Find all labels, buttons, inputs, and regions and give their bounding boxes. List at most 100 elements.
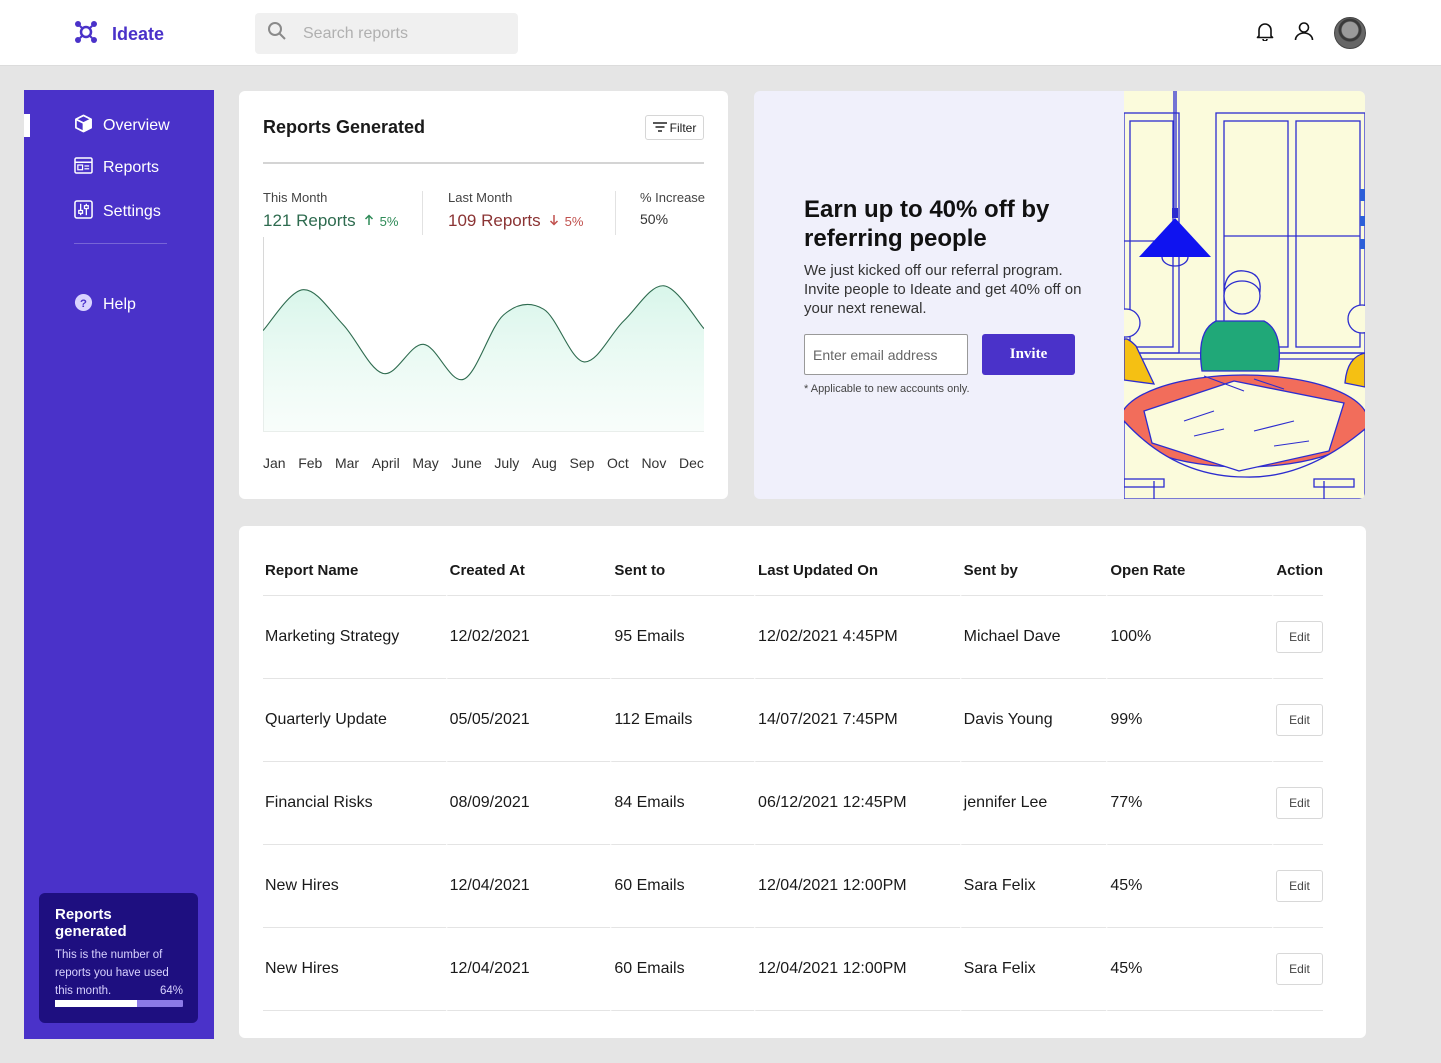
sidebar-item-help[interactable]: ? Help bbox=[74, 293, 136, 317]
edit-button[interactable]: Edit bbox=[1276, 953, 1323, 985]
stat-this-month: This Month 121 Reports 5% bbox=[263, 190, 398, 231]
search-icon bbox=[267, 21, 287, 46]
user-icon[interactable] bbox=[1294, 21, 1314, 46]
card-title: Reports Generated bbox=[263, 117, 426, 137]
cell-sent-by: Davis Young bbox=[959, 679, 1107, 762]
cube-icon bbox=[74, 114, 93, 138]
table-row[interactable]: Financial Risks 08/09/2021 84 Emails 06/… bbox=[263, 762, 1323, 845]
cell-open-rate: 45% bbox=[1106, 845, 1272, 928]
sidebar-item-reports[interactable]: Reports bbox=[74, 157, 159, 179]
cell-sent-to: 84 Emails bbox=[610, 762, 755, 845]
cell-last-updated: 12/04/2021 12:00PM bbox=[754, 845, 960, 928]
chart-series-line bbox=[262, 285, 705, 380]
stat-separator bbox=[422, 191, 423, 235]
filter-button[interactable]: Filter bbox=[645, 115, 704, 140]
column-header[interactable]: Report Name bbox=[263, 546, 446, 596]
cell-report-name: New Hires bbox=[263, 928, 446, 1011]
avatar[interactable] bbox=[1334, 17, 1366, 49]
table-row[interactable]: Marketing Strategy 12/02/2021 95 Emails … bbox=[263, 596, 1323, 679]
cell-sent-to: 60 Emails bbox=[610, 845, 755, 928]
column-header[interactable]: Sent by bbox=[959, 546, 1107, 596]
search-bar bbox=[255, 13, 518, 54]
column-header[interactable]: Open Rate bbox=[1106, 546, 1272, 596]
sidebar: Overview Reports Settings ? Help Reports… bbox=[24, 90, 214, 1039]
cell-created-at: 08/09/2021 bbox=[445, 762, 611, 845]
usage-description: This is the number of reports you have u… bbox=[55, 949, 169, 997]
cell-open-rate: 45% bbox=[1106, 928, 1272, 1011]
area-chart bbox=[262, 237, 705, 432]
promo-title: Earn up to 40% off by referring people bbox=[804, 196, 1050, 252]
table-row[interactable]: Quarterly Update 05/05/2021 112 Emails 1… bbox=[263, 679, 1323, 762]
usage-progress-fill bbox=[55, 1000, 137, 1007]
usage-progress-bar bbox=[55, 1000, 183, 1007]
title-divider bbox=[263, 162, 704, 164]
stat-value: 109 Reports bbox=[448, 211, 541, 230]
active-indicator bbox=[24, 114, 30, 137]
cell-created-at: 12/04/2021 bbox=[445, 845, 611, 928]
x-tick-label: April bbox=[371, 455, 400, 471]
x-tick-label: June bbox=[451, 455, 482, 471]
sliders-icon bbox=[74, 200, 93, 224]
stat-label: % Increase bbox=[640, 190, 706, 205]
chart-area-fill bbox=[263, 285, 704, 432]
edit-button[interactable]: Edit bbox=[1276, 870, 1323, 902]
edit-button[interactable]: Edit bbox=[1276, 621, 1323, 653]
search-input[interactable] bbox=[303, 24, 503, 43]
x-tick-label: Oct bbox=[607, 455, 629, 471]
x-tick-label: July bbox=[494, 455, 520, 471]
cell-action: Edit bbox=[1271, 679, 1323, 762]
edit-button[interactable]: Edit bbox=[1276, 704, 1323, 736]
email-field[interactable] bbox=[804, 334, 968, 375]
column-header[interactable]: Last Updated On bbox=[754, 546, 960, 596]
bell-icon[interactable] bbox=[1256, 21, 1274, 46]
svg-text:?: ? bbox=[80, 298, 87, 310]
cell-report-name: Marketing Strategy bbox=[263, 596, 446, 679]
app-logo[interactable]: Ideate bbox=[74, 20, 164, 49]
cell-last-updated: 06/12/2021 12:45PM bbox=[754, 762, 960, 845]
arrow-up-icon bbox=[364, 214, 374, 229]
sidebar-item-settings[interactable]: Settings bbox=[74, 200, 161, 224]
usage-title: Reports generated bbox=[55, 906, 127, 940]
cell-action: Edit bbox=[1271, 928, 1323, 1011]
sidebar-item-label: Settings bbox=[103, 203, 161, 220]
stat-change-value: 5% bbox=[379, 214, 399, 229]
sidebar-item-label: Reports bbox=[103, 159, 160, 176]
stat-label: This Month bbox=[263, 190, 328, 205]
x-tick-label: Feb bbox=[298, 455, 323, 471]
meeting-illustration bbox=[1124, 91, 1365, 499]
stat-change-value: 5% bbox=[564, 214, 584, 229]
top-bar: Ideate bbox=[0, 0, 1441, 66]
cell-action: Edit bbox=[1271, 762, 1323, 845]
sidebar-item-overview[interactable]: Overview bbox=[74, 114, 170, 138]
stat-value: 121 Reports bbox=[263, 211, 356, 230]
cell-created-at: 12/04/2021 bbox=[445, 928, 611, 1011]
header-actions bbox=[1256, 17, 1366, 49]
cell-sent-to: 95 Emails bbox=[610, 596, 755, 679]
stat-value: 50% bbox=[640, 211, 669, 227]
column-header[interactable]: Created At bbox=[445, 546, 611, 596]
filter-label: Filter bbox=[669, 120, 697, 135]
stat-change: 5% bbox=[364, 214, 399, 229]
stat-value-row: 109 Reports 5% bbox=[448, 211, 583, 231]
invite-button[interactable]: Invite bbox=[982, 334, 1075, 375]
table-row[interactable]: New Hires 12/04/2021 60 Emails 12/04/202… bbox=[263, 845, 1323, 928]
edit-button[interactable]: Edit bbox=[1276, 787, 1323, 819]
cell-sent-by: Sara Felix bbox=[959, 928, 1107, 1011]
column-header[interactable]: Sent to bbox=[610, 546, 755, 596]
sidebar-item-label: Overview bbox=[103, 117, 170, 134]
reports-chart bbox=[262, 237, 705, 432]
cell-report-name: Financial Risks bbox=[263, 762, 446, 845]
cell-action: Edit bbox=[1271, 845, 1323, 928]
table-header-row: Report Name Created At Sent to Last Upda… bbox=[263, 546, 1323, 596]
arrow-down-icon bbox=[549, 214, 559, 229]
cell-open-rate: 100% bbox=[1106, 596, 1272, 679]
cell-created-at: 05/05/2021 bbox=[445, 679, 611, 762]
stat-increase: % Increase 50% bbox=[640, 190, 705, 227]
x-tick-label: Mar bbox=[334, 455, 360, 471]
filter-icon bbox=[652, 121, 667, 135]
stat-change: 5% bbox=[549, 214, 584, 229]
reports-table-card: Report Name Created At Sent to Last Upda… bbox=[239, 526, 1366, 1038]
cell-open-rate: 77% bbox=[1106, 762, 1272, 845]
table-row[interactable]: New Hires 12/04/2021 60 Emails 12/04/202… bbox=[263, 928, 1323, 1011]
x-tick-label: Sep bbox=[569, 455, 595, 471]
